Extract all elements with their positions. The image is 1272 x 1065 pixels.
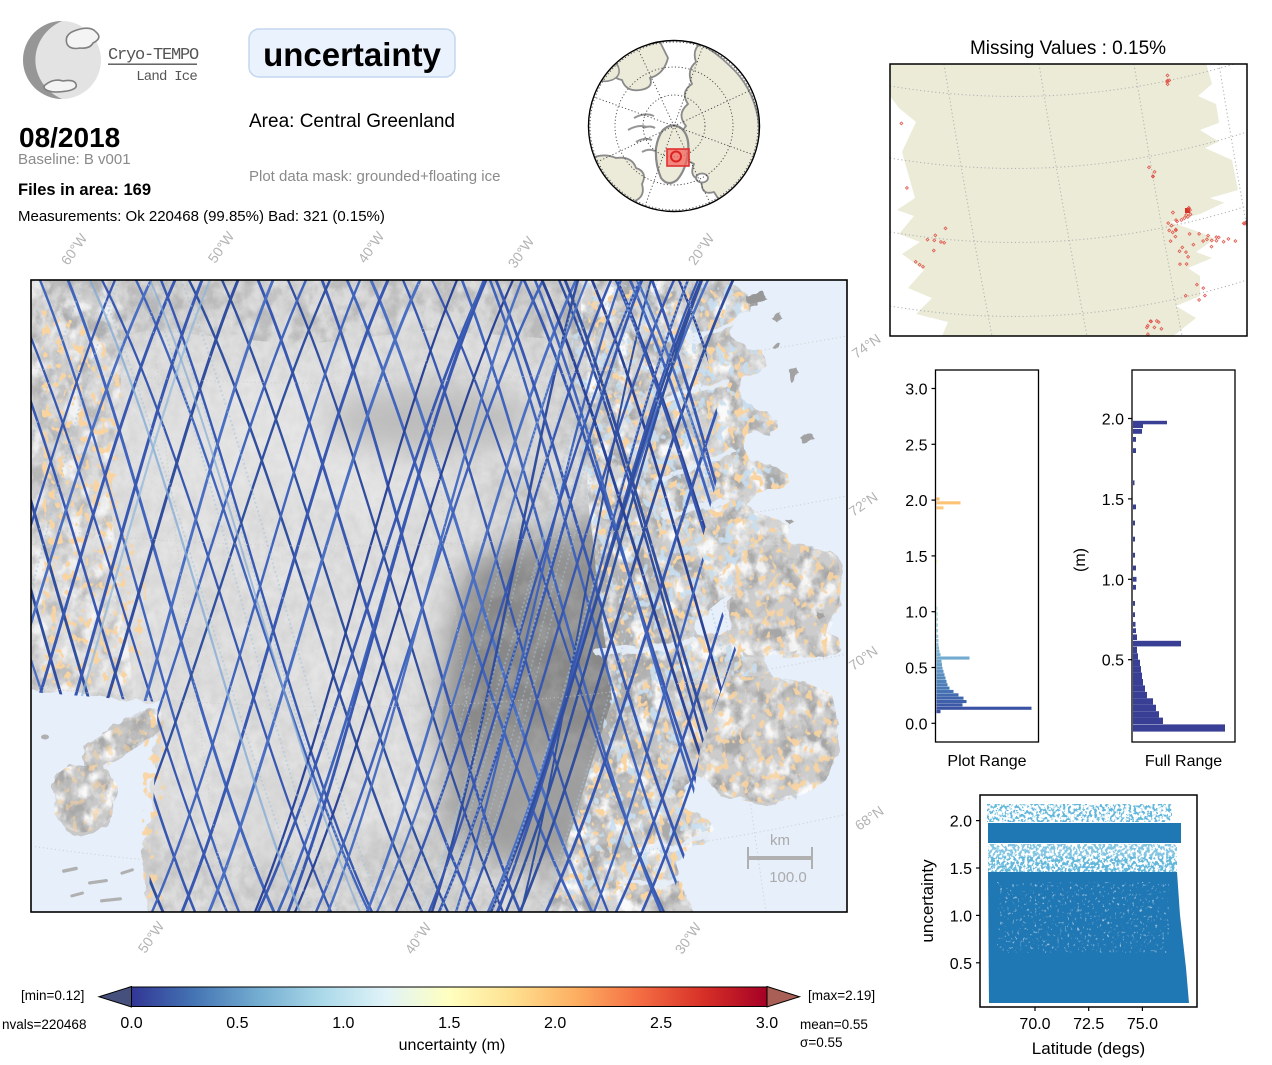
svg-text:uncertainty (m): uncertainty (m) bbox=[399, 1037, 506, 1054]
svg-text:40°W: 40°W bbox=[354, 228, 387, 266]
svg-text:0.5: 0.5 bbox=[905, 661, 927, 678]
svg-text:75.0: 75.0 bbox=[1127, 1016, 1158, 1033]
svg-text:Cryo-TEMPO: Cryo-TEMPO bbox=[108, 46, 199, 65]
svg-text:1.0: 1.0 bbox=[905, 605, 927, 622]
svg-text:Measurements: Ok 220468 (99.85: Measurements: Ok 220468 (99.85%) Bad: 32… bbox=[18, 208, 385, 225]
svg-text:2.0: 2.0 bbox=[544, 1015, 566, 1032]
svg-text:2.5: 2.5 bbox=[650, 1015, 672, 1032]
svg-text:30°W: 30°W bbox=[671, 919, 704, 957]
svg-text:70°N: 70°N bbox=[846, 642, 881, 673]
svg-text:nvals=220468: nvals=220468 bbox=[2, 1017, 86, 1032]
svg-text:1.0: 1.0 bbox=[950, 908, 972, 925]
svg-text:Land Ice: Land Ice bbox=[136, 69, 197, 85]
svg-text:50°W: 50°W bbox=[134, 918, 167, 956]
svg-text:uncertainty: uncertainty bbox=[918, 859, 937, 943]
svg-text:60°W: 60°W bbox=[57, 230, 90, 268]
svg-text:1.5: 1.5 bbox=[905, 549, 927, 566]
svg-text:08/2018: 08/2018 bbox=[19, 122, 120, 153]
svg-text:0.5: 0.5 bbox=[950, 956, 972, 973]
svg-text:Plot data mask: grounded+float: Plot data mask: grounded+floating ice bbox=[249, 168, 500, 185]
svg-text:70.0: 70.0 bbox=[1019, 1016, 1050, 1033]
svg-text:1.5: 1.5 bbox=[438, 1015, 460, 1032]
svg-text:[min=0.12]: [min=0.12] bbox=[21, 988, 84, 1003]
svg-text:Files in area: 169: Files in area: 169 bbox=[18, 181, 151, 199]
svg-text:2.0: 2.0 bbox=[950, 814, 972, 831]
svg-text:0.0: 0.0 bbox=[905, 716, 927, 733]
svg-text:1.0: 1.0 bbox=[1102, 572, 1124, 589]
svg-text:2.5: 2.5 bbox=[905, 437, 927, 454]
svg-text:3.0: 3.0 bbox=[756, 1015, 778, 1032]
svg-text:1.0: 1.0 bbox=[332, 1015, 354, 1032]
svg-text:0.0: 0.0 bbox=[120, 1015, 142, 1032]
svg-text:72.5: 72.5 bbox=[1073, 1016, 1104, 1033]
svg-text:Missing Values : 0.15%: Missing Values : 0.15% bbox=[970, 38, 1166, 59]
svg-text:mean=0.55: mean=0.55 bbox=[800, 1017, 868, 1032]
svg-text:(m): (m) bbox=[1072, 548, 1089, 572]
svg-text:[max=2.19]: [max=2.19] bbox=[808, 988, 875, 1003]
svg-text:72°N: 72°N bbox=[846, 488, 881, 519]
svg-text:50°W: 50°W bbox=[204, 228, 237, 266]
svg-text:68°N: 68°N bbox=[852, 802, 887, 833]
svg-text:Full Range: Full Range bbox=[1145, 753, 1222, 770]
svg-text:Area: Central Greenland: Area: Central Greenland bbox=[249, 111, 455, 132]
svg-text:20°W: 20°W bbox=[684, 230, 717, 268]
svg-text:74°N: 74°N bbox=[849, 330, 884, 361]
svg-text:σ=0.55: σ=0.55 bbox=[800, 1035, 843, 1050]
svg-text:Latitude (degs): Latitude (degs) bbox=[1032, 1039, 1145, 1058]
svg-text:Plot Range: Plot Range bbox=[947, 753, 1026, 770]
svg-text:3.0: 3.0 bbox=[905, 382, 927, 399]
svg-text:30°W: 30°W bbox=[504, 233, 537, 271]
svg-text:40°W: 40°W bbox=[401, 919, 434, 957]
svg-text:2.0: 2.0 bbox=[905, 493, 927, 510]
svg-text:km: km bbox=[770, 832, 790, 849]
svg-text:2.0: 2.0 bbox=[1102, 412, 1124, 429]
svg-text:100.0: 100.0 bbox=[769, 869, 807, 886]
svg-text:1.5: 1.5 bbox=[950, 861, 972, 878]
svg-text:0.5: 0.5 bbox=[1102, 653, 1124, 670]
svg-text:1.5: 1.5 bbox=[1102, 492, 1124, 509]
svg-text:Baseline: B v001: Baseline: B v001 bbox=[18, 151, 131, 168]
svg-text:0.5: 0.5 bbox=[226, 1015, 248, 1032]
svg-text:uncertainty: uncertainty bbox=[263, 36, 442, 73]
